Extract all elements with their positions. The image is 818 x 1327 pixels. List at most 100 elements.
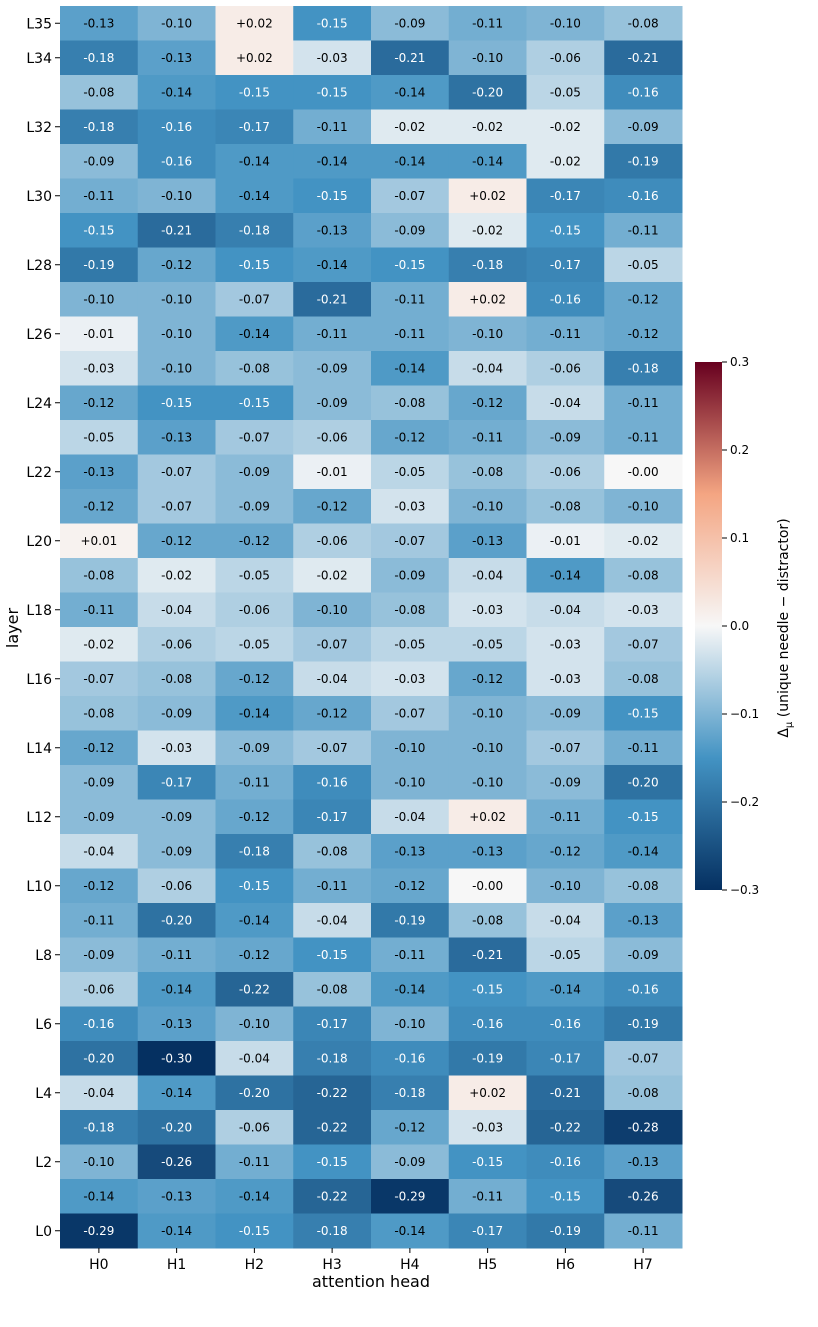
cell-value-label: -0.17 — [550, 258, 581, 272]
heatmap-cell — [448, 937, 527, 973]
x-tick-labels: H0 H1 H2 H3 H4 H5 H6 H7 — [89, 1248, 653, 1273]
heatmap-cell — [293, 40, 372, 76]
heatmap-cell — [526, 834, 605, 869]
heatmap-cell — [604, 489, 683, 524]
heatmap-cell — [604, 178, 683, 214]
heatmap-cell — [137, 385, 216, 421]
y-tick-label: L24 — [26, 396, 52, 412]
y-tick-label: L16 — [26, 672, 52, 688]
heatmap-cell — [371, 454, 450, 490]
heatmap-cell — [137, 558, 216, 593]
heatmap-cell — [60, 385, 139, 421]
heatmap-cell — [604, 1110, 683, 1145]
heatmap-cell — [371, 1213, 450, 1249]
heatmap-cell — [60, 6, 139, 41]
x-tick-label: H2 — [245, 1257, 264, 1273]
cell-value-label: -0.14 — [550, 982, 581, 996]
x-tick-label: H7 — [633, 1257, 652, 1273]
heatmap-cell — [448, 420, 527, 455]
heatmap-cell — [60, 799, 139, 835]
heatmap-cell — [60, 661, 139, 697]
cell-value-label: -0.22 — [550, 1120, 581, 1134]
heatmap-cell — [60, 144, 139, 179]
cell-value-label: -0.09 — [550, 706, 581, 720]
cell-value-label: -0.11 — [550, 327, 581, 341]
cell-value-label: -0.02 — [550, 120, 581, 134]
cell-value-label: -0.05 — [550, 948, 581, 962]
colorbar-label: Δμ (unique needle − distractor) — [776, 518, 795, 737]
cell-value-label: -0.03 — [628, 603, 659, 617]
cell-value-label: -0.13 — [628, 913, 659, 927]
heatmap-cell — [604, 247, 683, 283]
cell-value-label: -0.09 — [550, 430, 581, 444]
cell-value-label: -0.07 — [161, 499, 192, 513]
heatmap-cell — [215, 523, 294, 559]
heatmap-cell — [371, 972, 450, 1007]
heatmap-cell — [371, 834, 450, 869]
heatmap-cell — [215, 972, 294, 1007]
heatmap-cell — [604, 1213, 683, 1249]
cell-value-label: -0.03 — [472, 1120, 503, 1134]
cell-value-label: -0.12 — [628, 327, 659, 341]
heatmap-cell — [215, 730, 294, 766]
cell-value-label: -0.11 — [239, 1155, 270, 1169]
cell-value-label: +0.02 — [236, 16, 273, 30]
cell-value-label: -0.06 — [550, 465, 581, 479]
cell-value-label: -0.12 — [83, 879, 114, 893]
cell-value-label: -0.21 — [472, 948, 503, 962]
heatmap-cell — [137, 6, 216, 41]
cell-value-label: -0.15 — [239, 1224, 270, 1238]
heatmap-cell — [137, 1110, 216, 1145]
cell-value-label: -0.14 — [161, 1224, 192, 1238]
cell-value-label: -0.11 — [394, 948, 425, 962]
cell-value-label: -0.14 — [394, 154, 425, 168]
cell-value-label: -0.09 — [394, 223, 425, 237]
cell-value-label: -0.22 — [239, 982, 270, 996]
cell-value-label: -0.12 — [83, 499, 114, 513]
y-tick-label: L35 — [26, 16, 52, 32]
heatmap-cell — [526, 282, 605, 317]
heatmap-cell — [526, 903, 605, 938]
heatmap-cell — [60, 523, 139, 559]
cell-value-label: -0.03 — [317, 51, 348, 65]
cell-value-label: -0.06 — [239, 603, 270, 617]
heatmap-cell — [215, 6, 294, 41]
heatmap-cell — [60, 1144, 139, 1180]
cell-value-label: -0.12 — [83, 396, 114, 410]
heatmap-cell — [137, 1041, 216, 1076]
cell-value-label: -0.08 — [317, 982, 348, 996]
colorbar-tick-label: −0.3 — [730, 883, 759, 897]
heatmap-cell — [215, 351, 294, 386]
heatmap-cell — [137, 109, 216, 145]
cell-value-label: -0.08 — [628, 1086, 659, 1100]
heatmap-cell — [293, 213, 372, 248]
cell-value-label: -0.06 — [161, 637, 192, 651]
heatmap-cell — [371, 213, 450, 248]
heatmap-cell — [604, 972, 683, 1007]
y-tick-labels: L35 L34 L32 L30 L28 L26 L24 L22 L20 L18 L16 L14 L12 L… — [26, 16, 60, 1240]
cell-value-label: -0.18 — [472, 258, 503, 272]
cell-value-label: -0.18 — [83, 120, 114, 134]
heatmap-cell — [215, 40, 294, 76]
cell-value-label: -0.21 — [628, 51, 659, 65]
heatmap-cell — [371, 144, 450, 179]
cell-value-label: -0.07 — [317, 637, 348, 651]
cell-value-label: -0.19 — [550, 1224, 581, 1238]
heatmap-cell — [60, 489, 139, 524]
y-tick-label: L8 — [35, 948, 52, 964]
cell-value-label: -0.15 — [239, 85, 270, 99]
heatmap-cell — [448, 316, 527, 352]
heatmap-cell — [137, 316, 216, 352]
cell-value-label: -0.13 — [161, 1017, 192, 1031]
heatmap-cell — [60, 282, 139, 317]
cell-value-label: -0.16 — [628, 85, 659, 99]
cell-value-label: -0.10 — [83, 292, 114, 306]
heatmap-cell — [448, 109, 527, 145]
heatmap-cell — [371, 937, 450, 973]
heatmap-cell — [137, 351, 216, 386]
cell-value-label: -0.15 — [239, 879, 270, 893]
heatmap-cell — [526, 627, 605, 662]
heatmap-cell — [137, 1179, 216, 1214]
cell-value-label: -0.07 — [239, 430, 270, 444]
cell-value-label: -0.15 — [239, 396, 270, 410]
